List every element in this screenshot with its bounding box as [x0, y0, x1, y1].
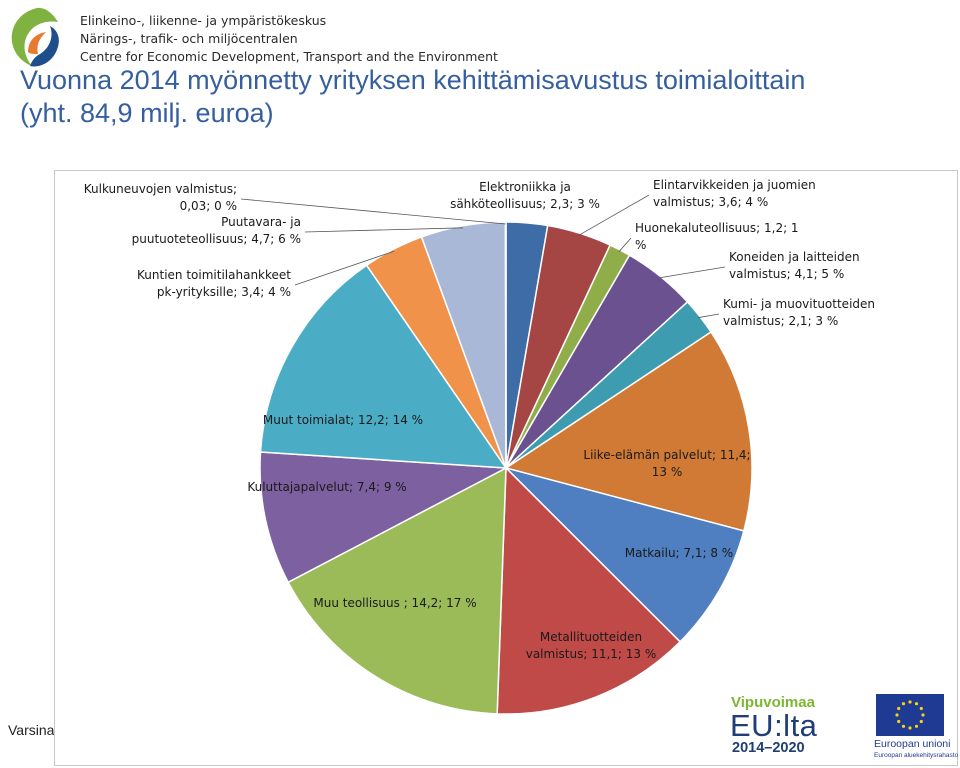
eu-flag-icon [876, 694, 944, 736]
pie-slice [287, 466, 507, 715]
title-line-2: (yht. 84,9 milj. euroa) [20, 98, 274, 128]
pie-slice [496, 466, 682, 715]
slice-label: Matkailu; 7,1; 8 % [625, 546, 733, 560]
slice-label: Huonekaluteollisuus; 1,2; 1% [635, 221, 799, 252]
organization-name: Elinkeino-, liikenne- ja ympäristökeskus… [80, 12, 498, 66]
slice-label: Liike-elämän palvelut; 11,4; 13 % [583, 448, 750, 479]
eu-star [901, 724, 906, 728]
vipuvoimaa-years: 2014–2020 [732, 740, 805, 756]
vipuvoimaa-top: Vipuvoimaa [731, 694, 815, 711]
slice-label: Muu teollisuus ; 14,2; 17 % [313, 596, 476, 610]
slice-label: Elektroniikka ja sähköteollisuus; 2,3; 3 … [450, 180, 600, 211]
slice-label: Kuluttajapalvelut; 7,4; 9 % [247, 480, 406, 494]
ely-centre-logo [11, 7, 59, 67]
leader-line [618, 237, 632, 252]
pie-slice [504, 330, 753, 532]
eu-star [921, 713, 925, 717]
slice-label: Koneiden ja laitteiden valmistus; 4,1; 5 … [729, 250, 860, 281]
leader-line [578, 194, 650, 236]
eu-star [914, 702, 919, 706]
pie-chart-frame: Elektroniikka ja sähköteollisuus; 2,3; 3 … [54, 170, 958, 766]
slice-label: Muut toimialat; 12,2; 14 % [263, 413, 423, 427]
leader-line [698, 313, 720, 319]
vipuvoimaa-logo: Vipuvoimaa EU:lta 2014–2020 [728, 694, 840, 762]
pie-slice [259, 451, 509, 584]
eu-star [895, 713, 899, 717]
slide-title: Vuonna 2014 myönnetty yrityksen kehittäm… [20, 64, 805, 130]
slice-label: Kumi- ja muovituotteiden valmistus; 2,1; … [723, 297, 875, 328]
pie-slice [259, 264, 508, 469]
eu-star [919, 719, 923, 724]
title-line-1: Vuonna 2014 myönnetty yrityksen kehittäm… [20, 65, 806, 95]
slice-label: Metallituotteiden valmistus; 11,1; 13 % [526, 630, 657, 661]
eu-logo: Euroopan unioni Euroopan aluekehitysraha… [872, 692, 958, 764]
eu-line-2: Euroopan aluekehitysrahasto [874, 752, 959, 759]
eu-star [914, 724, 919, 728]
eu-line-1: Euroopan unioni [874, 738, 951, 750]
leader-line [658, 266, 726, 279]
region-label: Varsinais-Suomi [8, 722, 54, 738]
eu-star [897, 706, 901, 711]
eu-star [897, 719, 901, 724]
eu-star [901, 702, 906, 706]
pie-chart: Elektroniikka ja sähköteollisuus; 2,3; 3 … [84, 178, 875, 715]
org-line-fi: Elinkeino-, liikenne- ja ympäristökeskus [80, 13, 327, 28]
eu-star [919, 706, 923, 711]
eu-star [908, 700, 912, 704]
org-line-sv: Närings-, trafik- och miljöcentralen [80, 31, 298, 46]
header: Elinkeino-, liikenne- ja ympäristökeskus… [0, 0, 960, 128]
pie-slice [504, 221, 507, 469]
leader-line [304, 227, 464, 233]
leader-line [240, 198, 506, 225]
slice-label: Kuntien toimitilahankkeet pk-yrityksille;… [137, 268, 291, 299]
eu-star [908, 726, 912, 730]
slice-label: Kulkuneuvojen valmistus; 0,03; 0 % [84, 182, 237, 213]
slice-label: Elintarvikkeiden ja juomien valmistus; 3,… [653, 178, 816, 209]
org-line-en: Centre for Economic Development, Transpo… [80, 49, 498, 64]
leader-line [294, 250, 395, 286]
pie-slice [503, 466, 745, 643]
vipuvoimaa-mid: EU:lta [730, 708, 818, 743]
slice-label: Puutavara- ja puutuoteteollisuus; 4,7; 6 … [132, 215, 301, 246]
